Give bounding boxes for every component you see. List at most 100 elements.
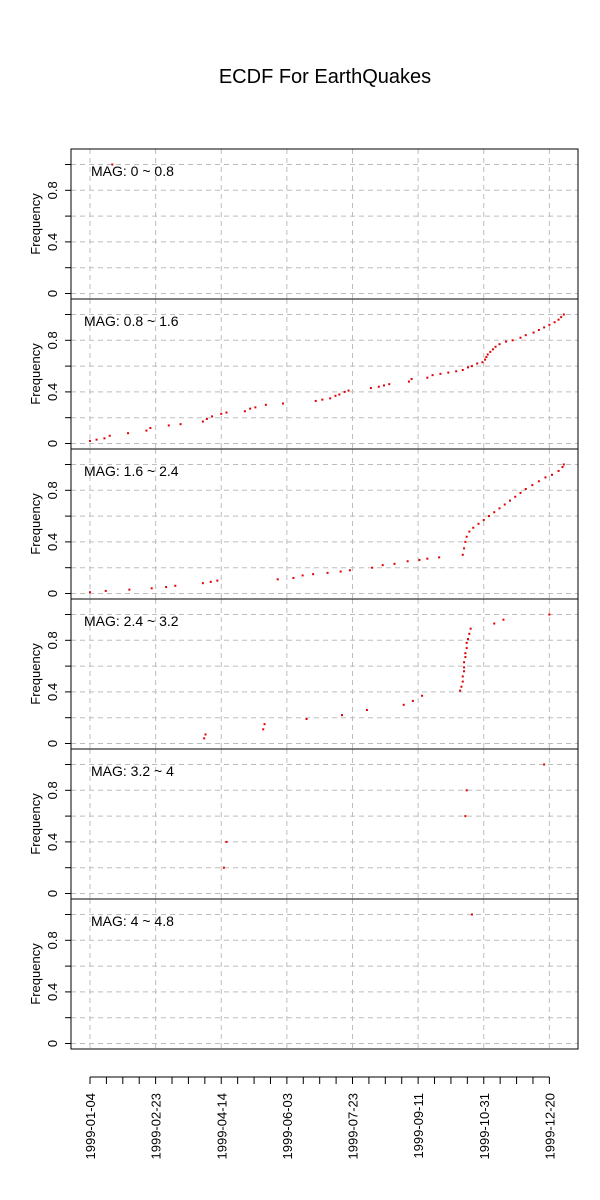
data-point [469,627,472,630]
data-point [557,469,560,472]
x-tick-label: 1999-09-11 [411,1093,426,1159]
data-point [502,618,505,621]
data-point [481,361,484,364]
x-tick-label: 1999-04-14 [214,1093,229,1160]
panel-frame [70,898,579,1050]
data-point [111,163,114,166]
data-point [377,385,380,388]
data-point [498,507,501,510]
data-point [494,345,497,348]
y-tick-label: 0 [45,590,60,597]
data-point [220,412,223,415]
data-point [553,321,556,324]
data-point [179,423,182,426]
data-point [292,577,295,580]
y-axis-label: Frequency [28,643,43,705]
data-point [254,406,257,409]
data-point [402,703,405,706]
data-point [461,680,464,683]
data-point [557,318,560,321]
data-point [476,362,479,365]
data-point [537,480,540,483]
data-point [463,547,466,550]
data-point [371,566,374,569]
data-point [464,652,467,655]
data-point [95,438,98,441]
data-point [531,484,534,487]
data-point [426,557,429,560]
data-point [264,403,267,406]
data-point [562,463,565,466]
data-point [388,383,391,386]
y-axis-label: Frequency [28,493,43,555]
data-point [104,589,107,592]
data-point [484,358,487,361]
panel-label: MAG: 3.2 ~ 4 [91,763,174,779]
data-point [463,666,466,669]
data-point [406,560,409,563]
data-point [209,580,212,583]
data-point [468,632,471,635]
panel-label: MAG: 1.6 ~ 2.4 [84,463,179,479]
y-tick-label: 0 [45,890,60,897]
data-point [514,495,517,498]
data-point [551,473,553,476]
data-point [447,371,450,374]
data-point [498,343,501,346]
data-point [204,733,207,736]
data-point [383,384,385,387]
data-point [334,394,337,397]
data-point [205,417,208,420]
panel-label: MAG: 4 ~ 4.8 [91,913,174,929]
data-point [341,714,343,717]
data-point [470,913,473,916]
data-point [365,708,368,711]
data-point [393,562,396,565]
x-tick-label: 1999-01-04 [83,1093,98,1160]
panel-label: MAG: 0 ~ 0.8 [91,163,174,179]
data-point [108,434,111,437]
y-tick-label: 0 [45,1040,60,1047]
data-point [128,588,131,591]
data-point [544,476,547,479]
data-point [431,374,434,377]
data-point [464,540,467,543]
data-point [421,694,424,697]
data-point [243,410,246,413]
data-point [486,353,489,356]
data-point [485,356,488,359]
data-point [467,366,469,369]
data-point [347,389,350,392]
data-point [439,372,442,375]
data-point [201,582,204,585]
data-point [276,578,279,581]
data-point [511,339,514,342]
data-point [477,522,480,525]
data-point [519,491,522,494]
x-tick-label: 1999-10-31 [477,1093,492,1160]
data-point [418,558,421,561]
data-point [493,511,496,514]
data-point [222,866,225,869]
data-point [543,763,546,766]
data-point [329,397,332,400]
data-point [438,556,441,559]
data-point [482,518,485,521]
data-point [150,587,153,590]
data-point [225,840,228,843]
y-tick-label: 0.4 [45,833,60,851]
data-point [211,415,214,418]
y-tick-label: 0.4 [45,683,60,701]
data-point [505,340,508,343]
data-point [167,424,170,427]
data-point [461,368,464,371]
data-point [455,370,458,373]
data-point [491,348,494,351]
data-point [201,420,204,423]
data-point [467,638,469,641]
data-point [509,499,511,502]
data-point [493,622,496,625]
data-point [407,380,410,383]
